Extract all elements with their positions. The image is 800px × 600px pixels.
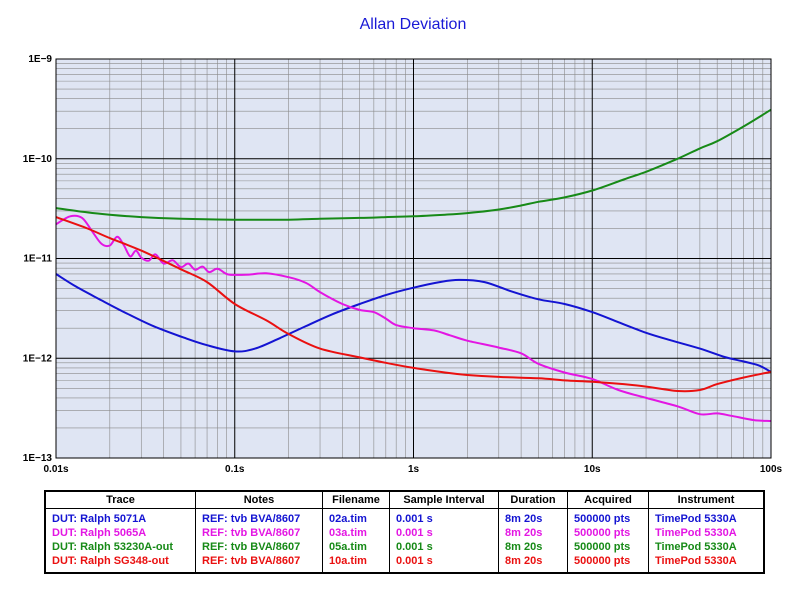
allan-deviation-plot: 1E−9 1E−10 1E−11 1E−12 1E−13 0.01s 0.1s 1s 10s 1… xyxy=(23,54,783,475)
cell-trace: DUT: Ralph 5065A xyxy=(44,526,196,540)
cell-filename: 03a.tim xyxy=(322,526,390,540)
y-tick-label: 1E−9 xyxy=(28,54,52,65)
cell-instrument: TimePod 5330A xyxy=(648,554,765,573)
cell-acquired: 500000 pts xyxy=(567,526,649,540)
cell-acquired: 500000 pts xyxy=(567,554,649,573)
cell-acquired: 500000 pts xyxy=(567,540,649,554)
cell-interval: 0.001 s xyxy=(389,554,499,573)
cell-notes: REF: tvb BVA/8607 xyxy=(195,554,323,573)
header-duration: Duration xyxy=(498,491,568,509)
header-sample-interval: Sample Interval xyxy=(389,491,499,509)
cell-filename: 02a.tim xyxy=(322,508,390,526)
cell-duration: 8m 20s xyxy=(498,554,568,573)
legend-row: DUT: Ralph 5071A REF: tvb BVA/8607 02a.t… xyxy=(44,508,765,526)
cell-trace: DUT: Ralph 53230A-out xyxy=(44,540,196,554)
legend-row: DUT: Ralph 53230A-out REF: tvb BVA/8607 … xyxy=(44,540,765,554)
cell-notes: REF: tvb BVA/8607 xyxy=(195,526,323,540)
x-tick-label: 10s xyxy=(584,464,601,475)
cell-instrument: TimePod 5330A xyxy=(648,540,765,554)
legend-row: DUT: Ralph SG348-out REF: tvb BVA/8607 1… xyxy=(44,554,765,573)
cell-duration: 8m 20s xyxy=(498,526,568,540)
cell-interval: 0.001 s xyxy=(389,540,499,554)
cell-interval: 0.001 s xyxy=(389,508,499,526)
cell-trace: DUT: Ralph SG348-out xyxy=(44,554,196,573)
header-acquired: Acquired xyxy=(567,491,649,509)
legend-table: Trace Notes Filename Sample Interval Dur… xyxy=(44,490,765,574)
series-line xyxy=(55,216,772,393)
series-layer xyxy=(55,108,772,422)
cell-notes: REF: tvb BVA/8607 xyxy=(195,508,323,526)
x-tick-label: 100s xyxy=(760,464,783,475)
series-line xyxy=(55,214,772,422)
x-tick-label: 0.1s xyxy=(225,464,245,475)
cell-duration: 8m 20s xyxy=(498,540,568,554)
y-tick-label: 1E−12 xyxy=(23,353,53,364)
header-trace: Trace xyxy=(44,491,196,509)
legend-row: DUT: Ralph 5065A REF: tvb BVA/8607 03a.t… xyxy=(44,526,765,540)
cell-duration: 8m 20s xyxy=(498,508,568,526)
legend-header-row: Trace Notes Filename Sample Interval Dur… xyxy=(44,491,765,509)
header-instrument: Instrument xyxy=(648,491,765,509)
plot-frame xyxy=(55,58,772,459)
cell-notes: REF: tvb BVA/8607 xyxy=(195,540,323,554)
chart-title: Allan Deviation xyxy=(359,16,467,33)
cell-filename: 10a.tim xyxy=(322,554,390,573)
cell-interval: 0.001 s xyxy=(389,526,499,540)
cell-instrument: TimePod 5330A xyxy=(648,526,765,540)
cell-filename: 05a.tim xyxy=(322,540,390,554)
header-notes: Notes xyxy=(195,491,323,509)
cell-instrument: TimePod 5330A xyxy=(648,508,765,526)
y-tick-label: 1E−13 xyxy=(23,453,53,464)
y-tick-label: 1E−11 xyxy=(23,254,52,265)
x-tick-label: 0.01s xyxy=(43,464,68,475)
cell-trace: DUT: Ralph 5071A xyxy=(44,508,196,526)
x-axis-ticks: 0.01s 0.1s 1s 10s 100s xyxy=(43,464,782,475)
header-filename: Filename xyxy=(322,491,390,509)
y-tick-label: 1E−10 xyxy=(23,154,53,165)
x-tick-label: 1s xyxy=(408,464,420,475)
y-axis-ticks: 1E−9 1E−10 1E−11 1E−12 1E−13 xyxy=(23,54,53,464)
cell-acquired: 500000 pts xyxy=(567,508,649,526)
series-line xyxy=(55,108,772,221)
series-line xyxy=(55,273,772,373)
